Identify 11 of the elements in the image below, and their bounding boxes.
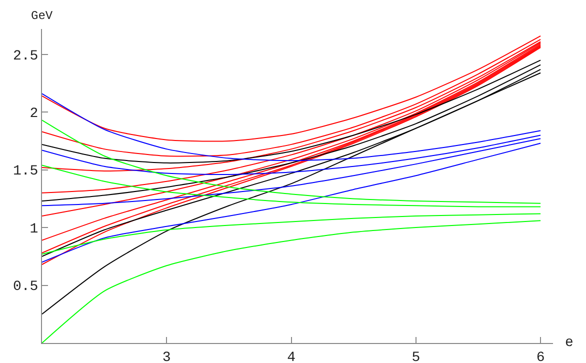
- x-tick-label: 3: [162, 350, 171, 363]
- y-tick-label: 0.5: [12, 279, 38, 296]
- y-tick-label: 1.5: [12, 164, 38, 180]
- y-tick-label: 2.5: [12, 48, 38, 64]
- y-tick-label: 1: [30, 221, 38, 238]
- x-tick-label: 6: [536, 350, 545, 363]
- x-tick-label: 5: [412, 350, 420, 363]
- x-axis-title: e: [565, 335, 574, 351]
- y-axis-title: GeV: [31, 9, 54, 23]
- x-tick-label: 4: [287, 350, 296, 363]
- y-tick-label: 2: [30, 106, 38, 122]
